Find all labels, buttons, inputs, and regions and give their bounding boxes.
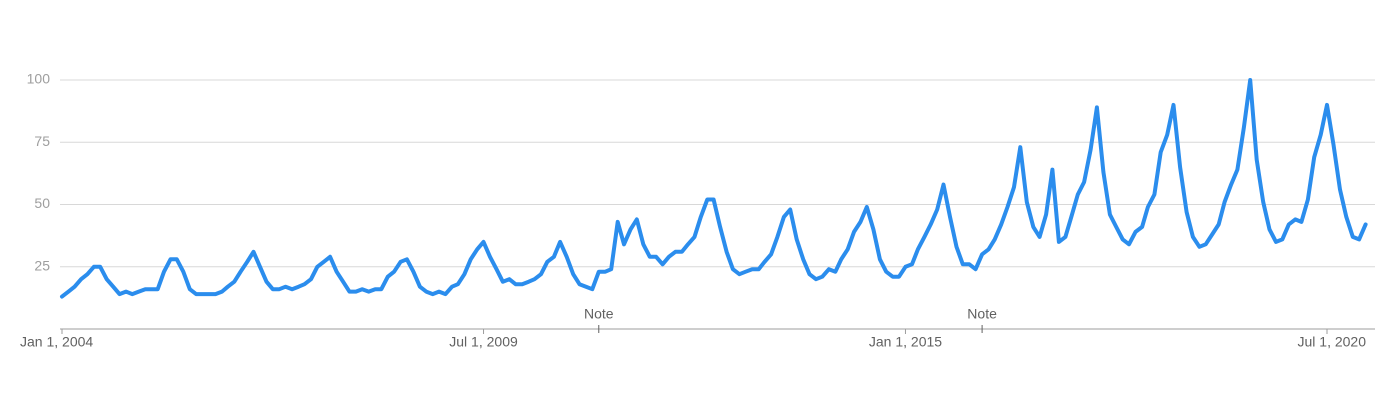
x-tick-label: Jul 1, 2020 [1298,334,1367,350]
x-tick-label: Jul 1, 2009 [449,334,518,350]
y-tick-label: 25 [34,257,50,273]
note-label: Note [967,306,997,322]
y-tick-label: 100 [27,71,51,87]
trend-line [60,78,1368,299]
y-tick-label: 75 [34,133,50,149]
x-tick-label: Jan 1, 2015 [869,334,942,350]
note-label: Note [584,306,614,322]
y-tick-label: 50 [34,195,50,211]
x-tick-label: Jan 1, 2004 [20,334,93,350]
